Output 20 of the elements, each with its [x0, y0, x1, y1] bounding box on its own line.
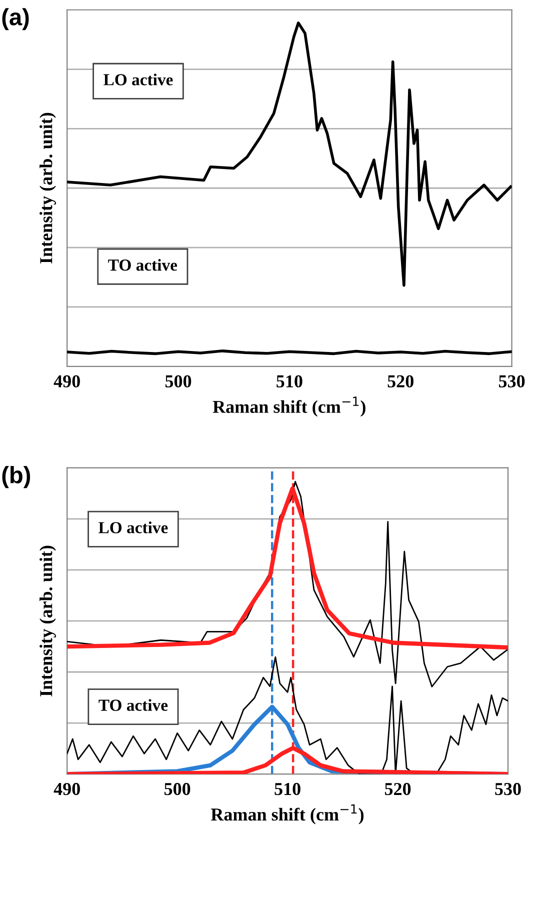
x-tick-label: 520: [384, 782, 411, 796]
y-axis-title: Intensity (arb. unit): [40, 112, 56, 264]
x-axis-title: Raman shift (cm$^{−1}$): [212, 396, 366, 417]
x-tick-label: 530: [495, 782, 521, 796]
x-tick-label: 530: [498, 375, 525, 388]
chart-title: (a): [2, 8, 29, 30]
annotation: LO active: [98, 522, 168, 534]
x-tick-label: 510: [276, 375, 302, 388]
annotation: TO active: [98, 699, 168, 711]
annotation: LO active: [104, 74, 173, 86]
x-tick-label: 520: [388, 375, 414, 388]
x-axis-title: Raman shift (cm$^{−1}$): [210, 804, 364, 824]
x-tick-label: 490: [54, 782, 80, 796]
y-axis-title: Intensity (arb. unit): [40, 546, 56, 696]
x-tick-label: 500: [165, 375, 192, 388]
annotation: TO active: [108, 259, 178, 271]
chart-title: (b): [2, 466, 30, 488]
x-tick-label: 510: [274, 782, 300, 796]
x-tick-label: 490: [54, 375, 80, 388]
x-tick-label: 500: [164, 782, 190, 796]
